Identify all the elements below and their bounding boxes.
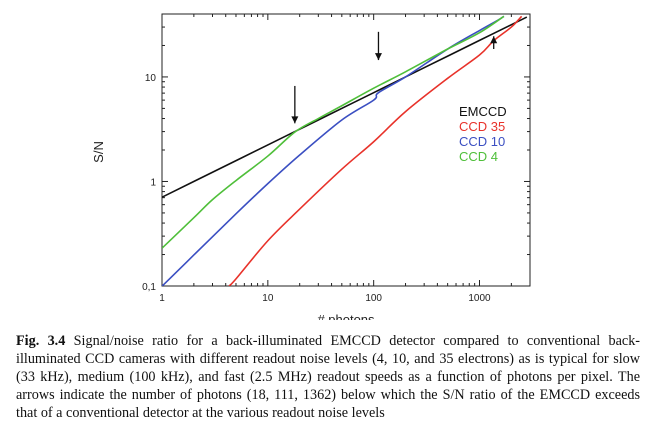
arrow-head-2 bbox=[374, 53, 382, 61]
x-tick-label: 100 bbox=[365, 293, 382, 304]
x-tick-label: 10 bbox=[262, 293, 274, 304]
x-tick-label: 1 bbox=[159, 293, 165, 304]
caption-text: Signal/noise ratio for a back-illuminate… bbox=[16, 333, 641, 421]
y-tick-label: 10 bbox=[145, 73, 157, 84]
y-tick-label: 1 bbox=[150, 177, 156, 188]
legend-entry-emccd: EMCCD bbox=[459, 104, 507, 119]
figure-caption: Fig. 3.4 Signal/noise ratio for a back-i… bbox=[16, 332, 640, 422]
series-line-emccd bbox=[162, 16, 528, 198]
caption-label: Fig. 3.4 bbox=[16, 333, 66, 349]
x-tick-label: 1000 bbox=[468, 293, 491, 304]
arrow-head-3 bbox=[490, 36, 498, 44]
y-axis-label: S/N bbox=[91, 141, 106, 163]
y-tick-label: 0,1 bbox=[142, 282, 156, 293]
arrow-layer bbox=[291, 31, 498, 124]
legend-entry-ccd-35: CCD 35 bbox=[459, 119, 505, 134]
legend-entry-ccd-10: CCD 10 bbox=[459, 134, 505, 149]
legend-entry-ccd-4: CCD 4 bbox=[459, 149, 498, 164]
x-axis-label: # photons bbox=[317, 312, 375, 320]
series-line-ccd-10 bbox=[162, 15, 505, 286]
series-line-ccd-4 bbox=[162, 15, 505, 249]
arrow-head-1 bbox=[291, 116, 299, 124]
